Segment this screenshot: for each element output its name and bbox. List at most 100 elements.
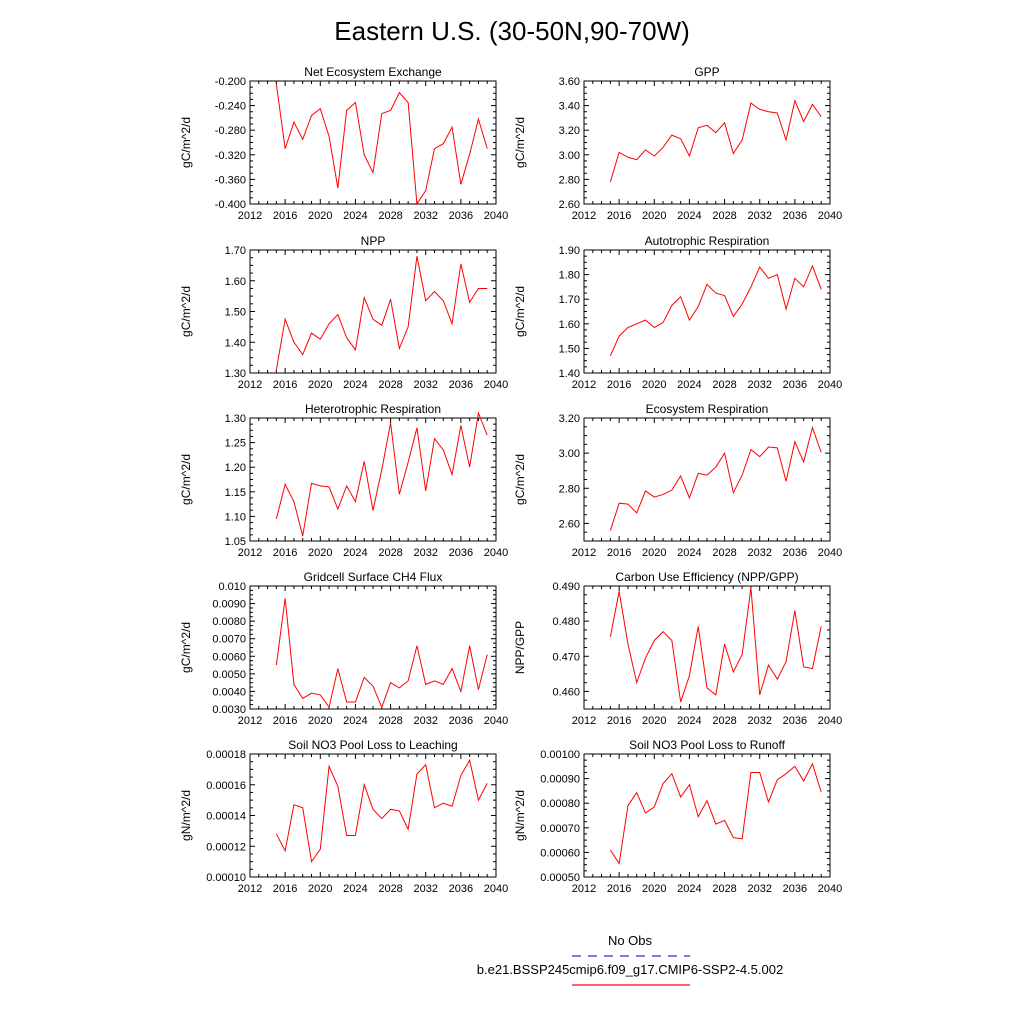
x-tick-label: 2012 [572, 883, 596, 895]
x-tick-label: 2032 [413, 547, 437, 559]
y-tick-label: -0.200 [215, 76, 246, 88]
y-axis-label: NPP/GPP [513, 621, 527, 674]
y-tick-label: 2.80 [559, 483, 580, 495]
y-axis-label: gC/m^2/d [513, 117, 527, 168]
x-tick-label: 2036 [449, 883, 473, 895]
x-tick-label: 2036 [449, 210, 473, 222]
series-line [275, 411, 488, 537]
x-tick-label: 2040 [484, 883, 508, 895]
x-tick-label: 2020 [642, 883, 666, 895]
y-tick-label: 0.00018 [206, 749, 246, 761]
x-tick-label: 2036 [449, 715, 473, 727]
panel-6: Ecosystem Respiration gC/m^2/d 2012 2016 202… [513, 402, 842, 559]
y-tick-label: -0.320 [215, 150, 246, 162]
legend-obs-label: No Obs [608, 933, 653, 948]
x-tick-label: 2012 [238, 210, 262, 222]
x-tick-label: 2040 [818, 547, 842, 559]
y-tick-label: 0.0050 [212, 669, 246, 681]
x-tick-label: 2032 [413, 210, 437, 222]
x-tick-label: 2032 [747, 379, 771, 391]
y-tick-label: -0.400 [215, 199, 246, 211]
series-line [275, 598, 488, 709]
y-tick-label: 0.00060 [540, 847, 580, 859]
x-tick-label: 2028 [712, 210, 736, 222]
x-tick-label: 2032 [747, 210, 771, 222]
x-tick-label: 2040 [484, 715, 508, 727]
y-tick-label: 1.90 [559, 245, 580, 257]
y-tick-label: 0.460 [552, 686, 580, 698]
y-tick-label: 0.0080 [212, 616, 246, 628]
y-tick-label: 0.0030 [212, 704, 246, 716]
y-tick-label: 1.50 [559, 343, 580, 355]
x-tick-label: 2016 [607, 883, 631, 895]
y-tick-label: -0.240 [215, 101, 246, 113]
panel-title: Gridcell Surface CH4 Flux [304, 570, 443, 584]
plot-frame [249, 249, 497, 374]
x-tick-label: 2020 [308, 379, 332, 391]
panel-1: Net Ecosystem Exchange gC/m^2/d 2012 2016 20… [179, 65, 508, 222]
x-tick-label: 2012 [238, 547, 262, 559]
x-tick-label: 2024 [343, 210, 367, 222]
x-tick-label: 2028 [378, 883, 402, 895]
y-tick-label: 1.20 [225, 462, 246, 474]
panel-2: GPP gC/m^2/d 2012 2016 2020 2024 2028 2032 2036 2… [513, 65, 842, 222]
y-tick-label: 3.40 [559, 101, 580, 113]
x-tick-label: 2012 [238, 715, 262, 727]
y-tick-label: 1.70 [225, 245, 246, 257]
panel-8: Carbon Use Efficiency (NPP/GPP) NPP/GPP 20… [513, 570, 842, 727]
panel-title: GPP [694, 65, 719, 79]
y-tick-label: 0.0040 [212, 686, 246, 698]
x-tick-label: 2028 [378, 547, 402, 559]
y-tick-label: 0.00070 [540, 823, 580, 835]
x-tick-label: 2020 [308, 210, 332, 222]
y-tick-label: 0.010 [218, 581, 246, 593]
plot-frame [249, 585, 497, 710]
x-tick-label: 2024 [677, 715, 701, 727]
y-tick-label: 1.25 [225, 438, 246, 450]
panel-4: Autotrophic Respiration gC/m^2/d 2012 2016 2… [513, 234, 842, 391]
x-tick-label: 2028 [712, 715, 736, 727]
x-tick-label: 2036 [449, 547, 473, 559]
y-tick-label: 0.0070 [212, 634, 246, 646]
x-tick-label: 2032 [413, 715, 437, 727]
x-tick-label: 2016 [273, 883, 297, 895]
y-tick-label: 0.0060 [212, 651, 246, 663]
plot-frame [583, 80, 831, 205]
y-tick-label: 1.60 [559, 319, 580, 331]
x-tick-label: 2028 [378, 379, 402, 391]
x-tick-label: 2032 [413, 379, 437, 391]
plot-frame [583, 753, 831, 878]
plot-frame [583, 249, 831, 374]
y-tick-label: 0.00012 [206, 841, 246, 853]
x-tick-label: 2040 [484, 547, 508, 559]
x-tick-label: 2016 [607, 210, 631, 222]
x-tick-label: 2012 [572, 715, 596, 727]
x-tick-label: 2032 [747, 547, 771, 559]
x-tick-label: 2040 [818, 883, 842, 895]
x-tick-label: 2040 [818, 715, 842, 727]
figure-title: Eastern U.S. (30-50N,90-70W) [334, 16, 689, 46]
x-tick-label: 2024 [343, 715, 367, 727]
y-tick-label: -0.280 [215, 125, 246, 137]
panel-title: Heterotrophic Respiration [305, 402, 441, 416]
y-tick-label: 0.00050 [540, 872, 580, 884]
panel-title: Ecosystem Respiration [646, 402, 769, 416]
y-tick-label: 0.470 [552, 651, 580, 663]
y-tick-label: 1.40 [559, 368, 580, 380]
panel-9: Soil NO3 Pool Loss to Leaching gN/m^2/d 20… [179, 738, 508, 895]
x-tick-label: 2040 [484, 210, 508, 222]
y-tick-label: 0.00090 [540, 774, 580, 786]
x-tick-label: 2016 [273, 379, 297, 391]
panel-title: Autotrophic Respiration [645, 234, 770, 248]
series-line [609, 99, 822, 183]
x-tick-label: 2012 [572, 379, 596, 391]
panel-title: Net Ecosystem Exchange [304, 65, 442, 79]
series-line [275, 256, 488, 371]
x-tick-label: 2024 [343, 883, 367, 895]
x-tick-label: 2024 [677, 379, 701, 391]
y-tick-label: 3.60 [559, 76, 580, 88]
x-tick-label: 2036 [783, 547, 807, 559]
y-tick-label: 1.05 [225, 536, 246, 548]
